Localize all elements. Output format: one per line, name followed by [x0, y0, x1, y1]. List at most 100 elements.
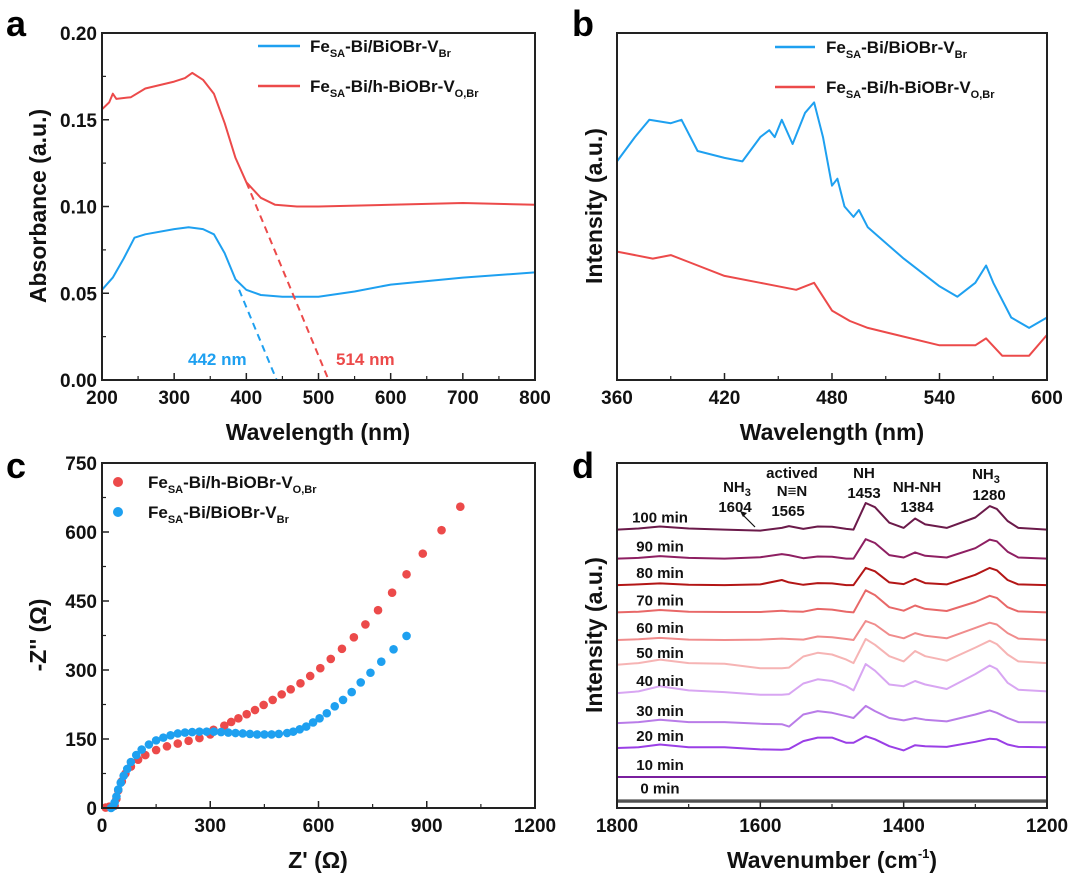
x-tick-label: 300 — [194, 816, 226, 837]
series-label: 60 min — [636, 620, 684, 637]
data-point-blue — [113, 785, 123, 794]
panel-d-ylabel: Intensity (a.u.) — [581, 557, 607, 713]
data-point-red — [234, 714, 243, 723]
spectrum-line — [616, 620, 1048, 641]
panel-b-legend-blue: FeSA-Bi/BiOBr-VBr — [826, 38, 968, 61]
annotation-nh3-1280-name: NH3 — [972, 466, 1000, 486]
data-point-red — [250, 705, 260, 715]
data-point-blue — [389, 645, 398, 654]
data-point-blue — [216, 727, 226, 737]
series-label: 80 min — [636, 565, 684, 582]
panel-a-annotation-514: 514 nm — [336, 350, 395, 369]
series-label: 20 min — [636, 728, 684, 745]
spectrum-line — [616, 589, 1048, 614]
panel-letter-a: a — [6, 3, 27, 44]
x-tick-label: 0 — [97, 816, 108, 837]
y-tick-label: 0.15 — [60, 111, 97, 132]
x-tick-label: 1600 — [739, 816, 781, 837]
data-point-blue — [173, 729, 183, 738]
data-point-blue — [267, 730, 276, 739]
data-point-red — [337, 644, 347, 654]
data-point-red — [220, 721, 229, 730]
x-tick-label: 1200 — [514, 816, 556, 837]
data-point-red — [373, 605, 383, 615]
annotation-nn-name: actived — [766, 465, 818, 482]
data-point-blue — [274, 729, 284, 739]
data-point-blue — [144, 740, 154, 749]
series-label: 40 min — [636, 673, 684, 690]
data-point-red — [242, 709, 251, 719]
data-point-blue — [301, 722, 311, 731]
data-point-blue — [231, 728, 240, 738]
data-point-red — [418, 549, 428, 558]
data-point-blue — [119, 771, 128, 781]
x-tick-label: 500 — [303, 388, 335, 409]
data-point-blue — [402, 631, 411, 641]
annotation-nh-value: 1453 — [847, 485, 880, 502]
panel-c-legend-red: FeSA-Bi/h-BiOBr-VO,Br — [148, 473, 317, 496]
x-tick-label: 300 — [158, 388, 190, 409]
annotation-nh3-1280-value: 1280 — [972, 487, 1005, 504]
data-point-blue — [151, 736, 161, 745]
y-tick-label: 600 — [65, 523, 97, 544]
data-point-red — [259, 700, 268, 710]
data-point-blue — [180, 728, 190, 737]
panel-d-xlabel: Wavenumber (cm-1) — [727, 846, 937, 873]
series-line-red — [101, 71, 536, 208]
panel-c-legend-blue: FeSA-Bi/BiOBr-VBr — [148, 503, 290, 526]
x-tick-label: 900 — [411, 816, 443, 837]
plot-frame — [616, 462, 1048, 809]
data-point-red — [456, 502, 465, 512]
data-point-blue — [322, 708, 332, 718]
x-tick-label: 800 — [519, 388, 551, 409]
x-tick-label: 700 — [447, 388, 479, 409]
plot-frame — [616, 32, 1048, 381]
annotation-nh3-1604-value: 1604 — [718, 499, 752, 516]
data-point-blue — [166, 731, 175, 740]
y-tick-label: 0.00 — [60, 371, 97, 392]
data-point-blue — [187, 727, 197, 737]
panel-b-xlabel: Wavelength (nm) — [740, 419, 924, 445]
data-point-red — [316, 663, 325, 673]
spectrum-line — [616, 663, 1048, 696]
data-point-red — [305, 671, 315, 681]
annotation-nhnh-name: NH-NH — [893, 479, 941, 496]
data-point-red — [173, 739, 183, 748]
panel-a-legend-blue: FeSA-Bi/BiOBr-VBr — [310, 37, 452, 60]
data-point-red — [226, 717, 236, 727]
data-point-red — [268, 695, 277, 705]
data-point-red — [361, 620, 370, 629]
series-label: 10 min — [636, 757, 684, 774]
data-point-blue — [252, 730, 262, 739]
data-point-red — [286, 685, 296, 694]
data-point-blue — [112, 792, 121, 801]
panel-a-ylabel: Absorbance (a.u.) — [25, 109, 51, 303]
panel-c-legend-marker-blue — [113, 507, 123, 517]
annotation-arrow — [741, 513, 756, 528]
data-point-red — [402, 570, 411, 579]
y-tick-label: 150 — [65, 730, 97, 751]
series-line-red — [616, 250, 1048, 357]
data-point-blue — [122, 764, 132, 774]
x-tick-label: 400 — [230, 388, 262, 409]
annotation-nh3-1604-name: NH3 — [723, 479, 751, 499]
x-tick-label: 600 — [375, 388, 407, 409]
x-tick-label: 360 — [601, 388, 633, 409]
data-point-blue — [137, 745, 146, 754]
y-tick-label: 0 — [86, 799, 97, 820]
y-tick-label: 300 — [65, 661, 97, 682]
data-point-blue — [245, 729, 255, 739]
y-tick-label: 750 — [65, 454, 97, 475]
x-tick-label: 420 — [709, 388, 741, 409]
data-point-blue — [295, 725, 305, 734]
spectrum-line — [616, 735, 1048, 752]
x-tick-label: 600 — [1031, 388, 1063, 409]
data-point-blue — [366, 668, 375, 678]
plot-frame — [101, 32, 536, 381]
x-tick-label: 540 — [924, 388, 956, 409]
data-point-red — [296, 679, 305, 688]
data-point-blue — [315, 714, 324, 723]
x-tick-label: 1800 — [596, 816, 638, 837]
series-line-blue — [101, 226, 536, 298]
data-point-red — [277, 690, 286, 699]
